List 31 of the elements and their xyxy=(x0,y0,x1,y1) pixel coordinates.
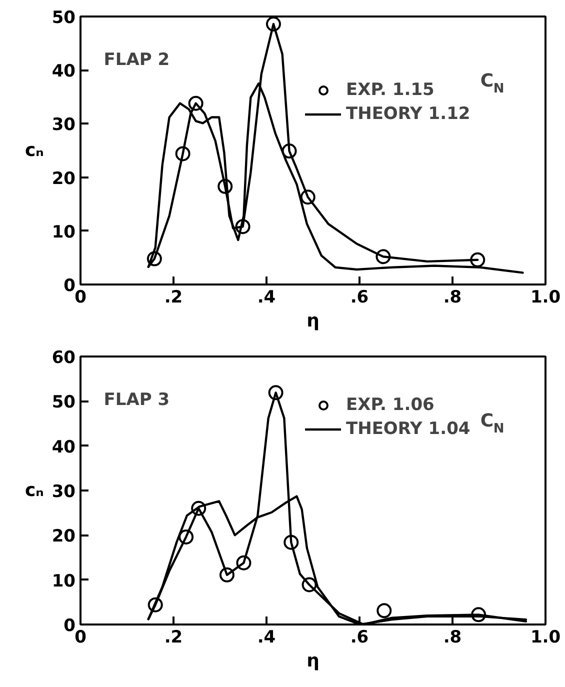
x-tick-label: .6 xyxy=(350,288,369,308)
y-tick-label: 10 xyxy=(52,571,76,592)
y-tick-label: 20 xyxy=(52,526,76,547)
legend-label: EXP. 1.15 xyxy=(346,80,434,100)
x-axis-title: η xyxy=(306,310,320,332)
y-tick-label: 20 xyxy=(52,168,76,189)
x-tick-label: .6 xyxy=(350,628,369,648)
x-axis-title: η xyxy=(306,650,320,672)
x-tick-label: .2 xyxy=(164,288,183,308)
x-tick-label: .8 xyxy=(443,288,462,308)
legend-label: THEORY 1.04 xyxy=(346,419,470,439)
y-tick-label: 50 xyxy=(52,8,76,28)
y-axis-title: cₙ xyxy=(24,140,44,161)
x-tick-label: 1.0 xyxy=(530,288,561,308)
x-tick-label: 1.0 xyxy=(530,628,561,648)
text: FLAP 2 xyxy=(104,50,170,70)
y-tick-label: 60 xyxy=(52,348,76,368)
y-tick-label: 50 xyxy=(52,392,76,413)
x-tick-label: .4 xyxy=(257,288,276,308)
y-tick-label: 30 xyxy=(52,482,76,502)
y-tick-label: 40 xyxy=(52,62,76,82)
x-tick-label: .4 xyxy=(257,628,276,648)
text: FLAP 3 xyxy=(104,390,170,410)
y-tick-label: 30 xyxy=(52,115,76,136)
y-tick-label: 10 xyxy=(52,222,76,242)
x-tick-label: .8 xyxy=(443,628,462,648)
y-tick-label: 40 xyxy=(52,437,76,458)
legend-label: THEORY 1.12 xyxy=(346,104,470,124)
x-tick-label: .2 xyxy=(164,628,183,648)
legend-label: EXP. 1.06 xyxy=(346,395,434,415)
y-axis-title: cₙ xyxy=(24,480,44,501)
